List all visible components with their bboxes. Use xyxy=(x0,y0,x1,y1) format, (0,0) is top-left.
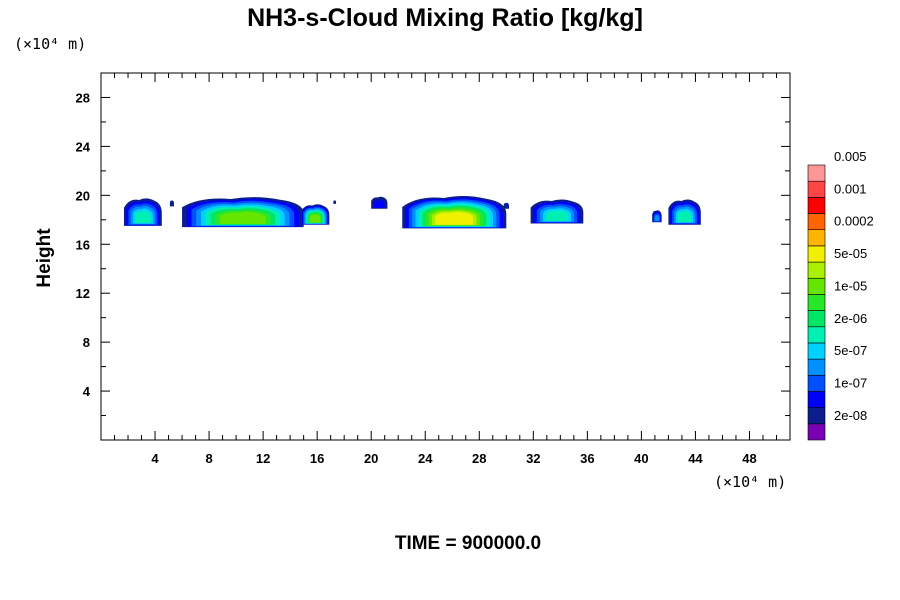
x-tick-label: 32 xyxy=(526,451,540,466)
cloud-patch xyxy=(652,210,662,223)
colorbar-swatch xyxy=(807,277,826,295)
colorbar-swatch xyxy=(807,407,826,425)
x-axis: 4 8 12 16 20 24 28 32 36 40 44 48 xyxy=(114,73,777,466)
y-axis: 4 8 12 16 20 24 28 xyxy=(76,90,790,417)
cloud-field xyxy=(123,195,701,229)
colorbar-swatch xyxy=(807,342,826,360)
plot-area xyxy=(100,72,791,441)
x-tick-label: 12 xyxy=(256,451,270,466)
cloud-contour xyxy=(374,200,385,209)
x-tick-label: 20 xyxy=(364,451,378,466)
cloud-patch xyxy=(123,198,162,226)
y-axis-title: Height xyxy=(34,228,55,288)
colorbar-swatch xyxy=(807,423,826,441)
y-tick-label: 8 xyxy=(83,335,90,350)
y-tick-label: 12 xyxy=(76,286,90,301)
cloud-contour xyxy=(545,210,568,222)
colorbar-swatch xyxy=(807,294,826,311)
y-tick-label: 4 xyxy=(83,384,91,399)
cloud-patch xyxy=(530,199,584,224)
cloud-contour xyxy=(503,202,509,209)
colorbar-swatch xyxy=(807,374,826,392)
cloud-contour xyxy=(654,215,660,222)
x-tick-label: 16 xyxy=(310,451,324,466)
colorbar-swatch xyxy=(807,326,826,344)
colorbar-swatch xyxy=(807,391,826,408)
colorbar-label: 5e-07 xyxy=(834,343,867,358)
x-tick-label: 4 xyxy=(151,451,159,466)
cloud-contour xyxy=(309,214,321,223)
x-tick-label: 44 xyxy=(688,451,703,466)
colorbar-label: 0.005 xyxy=(834,149,867,164)
colorbar-label: 2e-08 xyxy=(834,408,867,423)
x-unit-label: (×10⁴ m) xyxy=(714,473,786,491)
chart-title: NH3-s-Cloud Mixing Ratio [kg/kg] xyxy=(247,4,643,32)
colorbar-label: 1e-07 xyxy=(834,375,867,390)
cloud-contour xyxy=(219,211,266,224)
y-tick-label: 20 xyxy=(76,188,90,203)
y-tick-label: 28 xyxy=(76,90,90,105)
colorbar-swatch xyxy=(807,213,826,231)
cloud-contour xyxy=(134,210,151,224)
cloud-patch xyxy=(300,204,330,225)
cloud-patch xyxy=(169,200,174,207)
x-tick-label: 24 xyxy=(418,451,433,466)
colorbar-label: 5e-05 xyxy=(834,246,867,261)
cloud-contour xyxy=(169,200,174,207)
cloud-contour xyxy=(333,200,337,204)
cloud-patch xyxy=(503,202,509,209)
colorbar: 2e-08 1e-07 5e-07 2e-06 1e-05 5e-05 0.0002 0.00… xyxy=(807,149,874,441)
colorbar-swatch xyxy=(807,261,826,279)
x-tick-label: 28 xyxy=(472,451,486,466)
x-tick-label: 48 xyxy=(742,451,756,466)
cloud-patch xyxy=(402,195,507,229)
colorbar-swatch xyxy=(807,197,826,214)
x-tick-label: 8 xyxy=(205,451,212,466)
cloud-patch xyxy=(371,196,388,209)
colorbar-swatch xyxy=(807,164,826,182)
colorbar-label: 0.0002 xyxy=(834,214,874,229)
y-tick-label: 16 xyxy=(76,237,90,252)
colorbar-swatch xyxy=(807,358,826,376)
cloud-contour xyxy=(677,211,692,223)
cloud-patch xyxy=(668,199,701,225)
colorbar-label: 1e-05 xyxy=(834,278,867,293)
colorbar-swatch xyxy=(807,180,826,198)
x-tick-label: 40 xyxy=(634,451,648,466)
cloud-patch xyxy=(333,200,337,204)
cloud-patch xyxy=(182,197,304,228)
colorbar-label: 2e-06 xyxy=(834,311,867,326)
colorbar-label: 0.001 xyxy=(834,181,867,196)
colorbar-swatch xyxy=(807,310,826,328)
time-label: TIME = 900000.0 xyxy=(395,533,541,554)
cloud-contour xyxy=(435,212,474,225)
colorbar-swatch xyxy=(807,229,826,247)
y-tick-label: 24 xyxy=(76,139,91,154)
y-unit-label: (×10⁴ m) xyxy=(14,35,86,53)
colorbar-swatch xyxy=(807,245,826,263)
x-tick-label: 36 xyxy=(580,451,594,466)
